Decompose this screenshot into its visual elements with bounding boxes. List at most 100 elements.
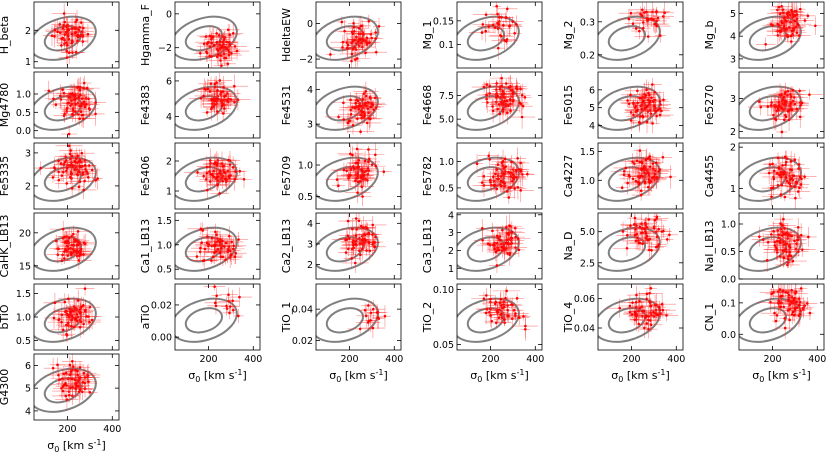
data-point: [371, 223, 375, 227]
data-point: [784, 160, 788, 164]
data-point: [218, 192, 221, 195]
data-point: [361, 247, 364, 251]
data-point: [653, 104, 656, 108]
data-point: [351, 123, 355, 127]
data-point: [209, 82, 213, 86]
data-point: [503, 166, 506, 169]
data-point: [214, 230, 217, 234]
data-point: [210, 236, 214, 240]
data-point: [78, 117, 81, 120]
panel-mg_b: 3 4 5 Mg_b: [703, 1, 825, 69]
data-point: [347, 237, 351, 240]
data-point: [235, 49, 239, 53]
data-point: [668, 233, 671, 237]
data-point: [218, 251, 222, 255]
data-point: [643, 227, 646, 231]
data-point: [791, 174, 794, 177]
data-point: [52, 316, 56, 320]
panel-mg_2: 0.2 0.3 Mg_2: [562, 1, 684, 69]
data-point: [65, 166, 69, 170]
y-tick-label: 1: [730, 184, 736, 195]
y-tick-label: 2: [730, 143, 736, 154]
data-point: [626, 181, 629, 185]
data-point: [358, 104, 362, 108]
data-point: [356, 180, 360, 184]
data-point: [521, 173, 524, 176]
data-point: [484, 13, 488, 16]
data-point: [213, 82, 217, 86]
data-point: [491, 105, 494, 108]
y-axis-label: Fe5270: [703, 85, 716, 126]
data-point: [76, 243, 80, 247]
data-point: [372, 108, 376, 111]
data-point: [658, 113, 662, 117]
data-point: [63, 300, 67, 304]
data-point: [65, 182, 69, 185]
data-point: [60, 259, 64, 262]
data-point: [657, 243, 661, 246]
data-point: [658, 34, 662, 37]
data-point: [215, 98, 219, 102]
data-point: [356, 117, 359, 121]
y-tick-label: 1.0: [721, 220, 736, 231]
data-point: [646, 17, 650, 21]
data-point: [70, 186, 74, 190]
y-tick-label: 1.0: [580, 176, 595, 187]
data-point: [648, 181, 652, 184]
data-point: [65, 334, 69, 337]
data-point: [346, 219, 350, 223]
data-point: [638, 29, 641, 33]
y-tick-label: 1.5: [580, 147, 595, 158]
data-point: [784, 176, 787, 179]
y-tick-label: 1: [166, 187, 172, 198]
data-point: [82, 188, 85, 192]
data-point: [70, 324, 73, 328]
data-point: [357, 26, 361, 30]
data-point: [633, 162, 636, 165]
data-point: [780, 183, 784, 187]
data-point: [813, 24, 817, 28]
data-point: [51, 176, 55, 179]
data-point: [519, 189, 523, 192]
data-point: [493, 26, 497, 29]
data-point: [505, 190, 509, 193]
data-point: [76, 299, 80, 302]
data-point: [782, 172, 786, 176]
panel-fe5335: 2 3 Fe5335: [0, 142, 120, 210]
data-point: [337, 115, 340, 119]
y-axis-label: Ca1_LB13: [139, 219, 152, 274]
data-point: [74, 51, 78, 54]
data-point: [60, 313, 64, 317]
data-point: [511, 176, 515, 180]
data-point: [661, 15, 665, 18]
data-point: [475, 162, 479, 166]
data-point: [237, 238, 240, 241]
data-point: [648, 248, 651, 252]
data-point: [793, 19, 797, 23]
data-point: [360, 111, 364, 114]
data-point: [69, 310, 72, 314]
data-point: [505, 241, 509, 245]
data-point: [354, 242, 357, 246]
contour-line-inner: [607, 25, 647, 52]
data-point: [516, 156, 519, 160]
data-point: [219, 59, 222, 62]
y-tick-label: 1.0: [439, 157, 454, 168]
data-point: [367, 160, 370, 164]
panel-hgamma_f: −2 0 Hgamma_F: [139, 1, 261, 69]
data-point: [374, 235, 377, 239]
data-point: [494, 172, 497, 176]
data-point: [238, 169, 242, 173]
data-point: [220, 64, 223, 67]
y-tick-label: 1.5: [157, 216, 172, 227]
y-axis-label: Mg4780: [0, 83, 11, 127]
panel-na_d: 2.5 5.0 Na_D: [562, 212, 684, 280]
axes-frame: [597, 142, 684, 210]
y-tick-label: 1: [25, 57, 31, 68]
data-point: [61, 88, 64, 91]
data-point: [82, 304, 85, 307]
data-point: [779, 222, 782, 225]
y-tick-label: 2: [307, 260, 313, 271]
y-tick-label: 2: [730, 127, 736, 138]
data-point: [642, 166, 645, 170]
